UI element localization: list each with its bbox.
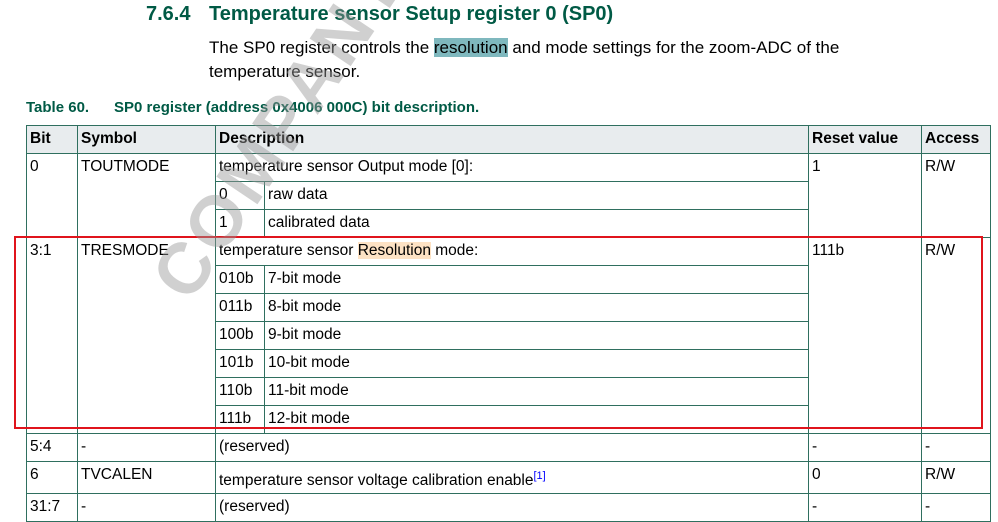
table-caption: Table 60. SP0 register (address 0x4006 00… bbox=[26, 99, 480, 116]
footnote-link[interactable]: [1] bbox=[533, 470, 546, 482]
table-header: Bit Symbol Description Reset value Access bbox=[26, 125, 991, 154]
table-row: 6 TVCALEN temperature sensor voltage calib… bbox=[26, 460, 991, 495]
section-heading: 7.6.4 Temperature sensor Setup register 0… bbox=[146, 3, 614, 25]
search-highlight: resolution bbox=[433, 38, 508, 57]
table-row: 0 TOUTMODE temperature sensor Output mode … bbox=[26, 153, 991, 238]
table-row: 5:4- (reserved) - - bbox=[26, 433, 991, 462]
table-row: 3:1 TRESMODE temperature sensor Resolution… bbox=[26, 237, 991, 434]
table-row: 31:7- (reserved) - - bbox=[26, 493, 991, 522]
search-highlight: Resolution bbox=[357, 242, 431, 259]
intro-paragraph: The SP0 register controls the resolution… bbox=[209, 38, 840, 81]
